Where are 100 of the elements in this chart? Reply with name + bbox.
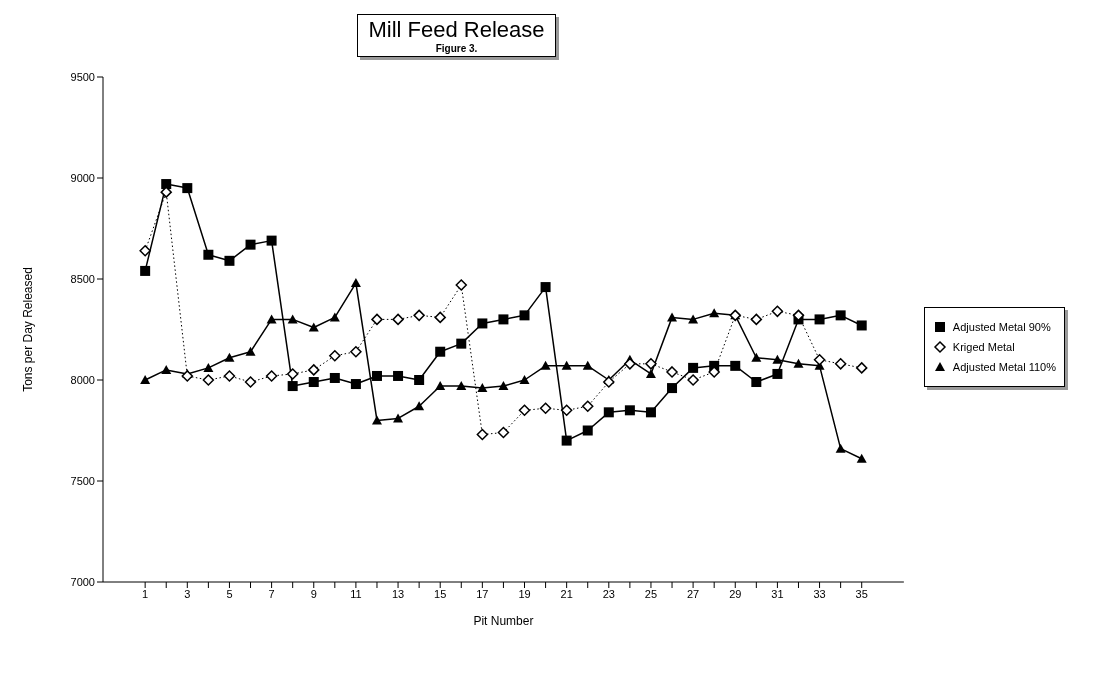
x-tick-label: 1	[142, 587, 149, 600]
point	[139, 244, 151, 257]
point	[688, 314, 699, 324]
point	[350, 278, 361, 288]
legend-label: Adjusted Metal 90%	[952, 321, 1051, 333]
point	[456, 338, 467, 349]
point	[667, 383, 678, 394]
x-tick-label: 3	[184, 587, 191, 600]
point	[245, 346, 256, 356]
x-tick-label: 27	[686, 587, 700, 600]
y-tick-label: 7000	[70, 575, 95, 588]
x-tick-label: 15	[434, 587, 447, 600]
x-tick-label: 21	[560, 587, 573, 600]
point	[266, 235, 277, 246]
point	[751, 352, 762, 362]
x-tick-label: 31	[771, 587, 784, 600]
legend-label: Kriged Metal	[952, 341, 1015, 353]
y-tick-label: 9000	[70, 171, 95, 184]
point	[730, 360, 741, 371]
point	[329, 312, 340, 322]
point	[224, 255, 235, 266]
x-axis-title: Pit Number	[473, 614, 534, 628]
point	[287, 314, 298, 324]
point	[265, 370, 278, 382]
point	[287, 381, 298, 392]
point	[308, 377, 319, 388]
point	[202, 374, 215, 386]
x-tick-label: 33	[813, 587, 826, 600]
point	[161, 179, 172, 190]
point	[371, 370, 382, 381]
point	[856, 320, 867, 331]
chart-subtitle: Figure 3.	[434, 43, 479, 54]
point	[539, 402, 552, 415]
point	[498, 381, 509, 391]
point	[203, 249, 214, 260]
point	[161, 364, 172, 374]
point	[140, 375, 151, 384]
x-tick-label: 5	[226, 587, 233, 600]
point	[223, 370, 236, 382]
point	[709, 308, 720, 318]
x-tick-label: 19	[518, 587, 531, 600]
y-tick-label: 7500	[70, 474, 95, 487]
point	[519, 310, 530, 321]
x-tick-label: 25	[644, 587, 658, 600]
point	[603, 407, 614, 418]
point	[286, 368, 299, 380]
x-tick-label: 23	[602, 587, 615, 600]
point	[477, 383, 488, 393]
y-tick-label: 8500	[70, 272, 95, 285]
point	[414, 401, 425, 411]
point	[540, 282, 551, 293]
point	[835, 443, 846, 453]
point	[540, 360, 551, 370]
point	[456, 381, 467, 391]
y-axis-title: Tons per Day Released	[21, 267, 36, 392]
chart-title: Mill Feed Release	[368, 17, 545, 43]
point	[413, 309, 425, 322]
y-tick-label: 9500	[70, 70, 95, 83]
point	[751, 377, 762, 388]
point	[771, 305, 784, 318]
point	[203, 362, 214, 372]
point	[414, 375, 425, 385]
point	[393, 370, 404, 381]
point	[497, 426, 510, 439]
point	[266, 314, 277, 324]
point	[834, 358, 847, 370]
point	[750, 313, 763, 326]
point	[244, 376, 257, 388]
point	[666, 366, 678, 378]
point	[477, 318, 488, 329]
point	[855, 362, 868, 374]
point	[140, 265, 151, 276]
point	[435, 381, 446, 391]
x-tick-label: 35	[855, 587, 868, 600]
point	[814, 314, 825, 325]
point	[772, 354, 783, 364]
x-tick-label: 29	[729, 587, 742, 600]
point	[308, 322, 319, 332]
point	[560, 404, 573, 417]
point	[455, 279, 468, 291]
point	[329, 350, 341, 362]
point	[434, 311, 446, 324]
legend-label: Adjusted Metal 110%	[952, 361, 1056, 373]
point	[667, 312, 678, 322]
point	[561, 360, 572, 370]
x-tick-label: 13	[391, 587, 405, 600]
point	[181, 370, 194, 382]
x-tick-label: 11	[350, 587, 362, 600]
point	[856, 453, 867, 463]
point	[645, 407, 656, 418]
point	[224, 352, 235, 362]
point	[603, 376, 615, 388]
point	[518, 404, 531, 417]
x-tick-label: 9	[310, 587, 317, 600]
point	[498, 314, 509, 325]
point	[624, 405, 635, 416]
point	[582, 425, 593, 436]
point	[435, 346, 446, 357]
point	[393, 413, 404, 423]
point	[329, 372, 340, 383]
